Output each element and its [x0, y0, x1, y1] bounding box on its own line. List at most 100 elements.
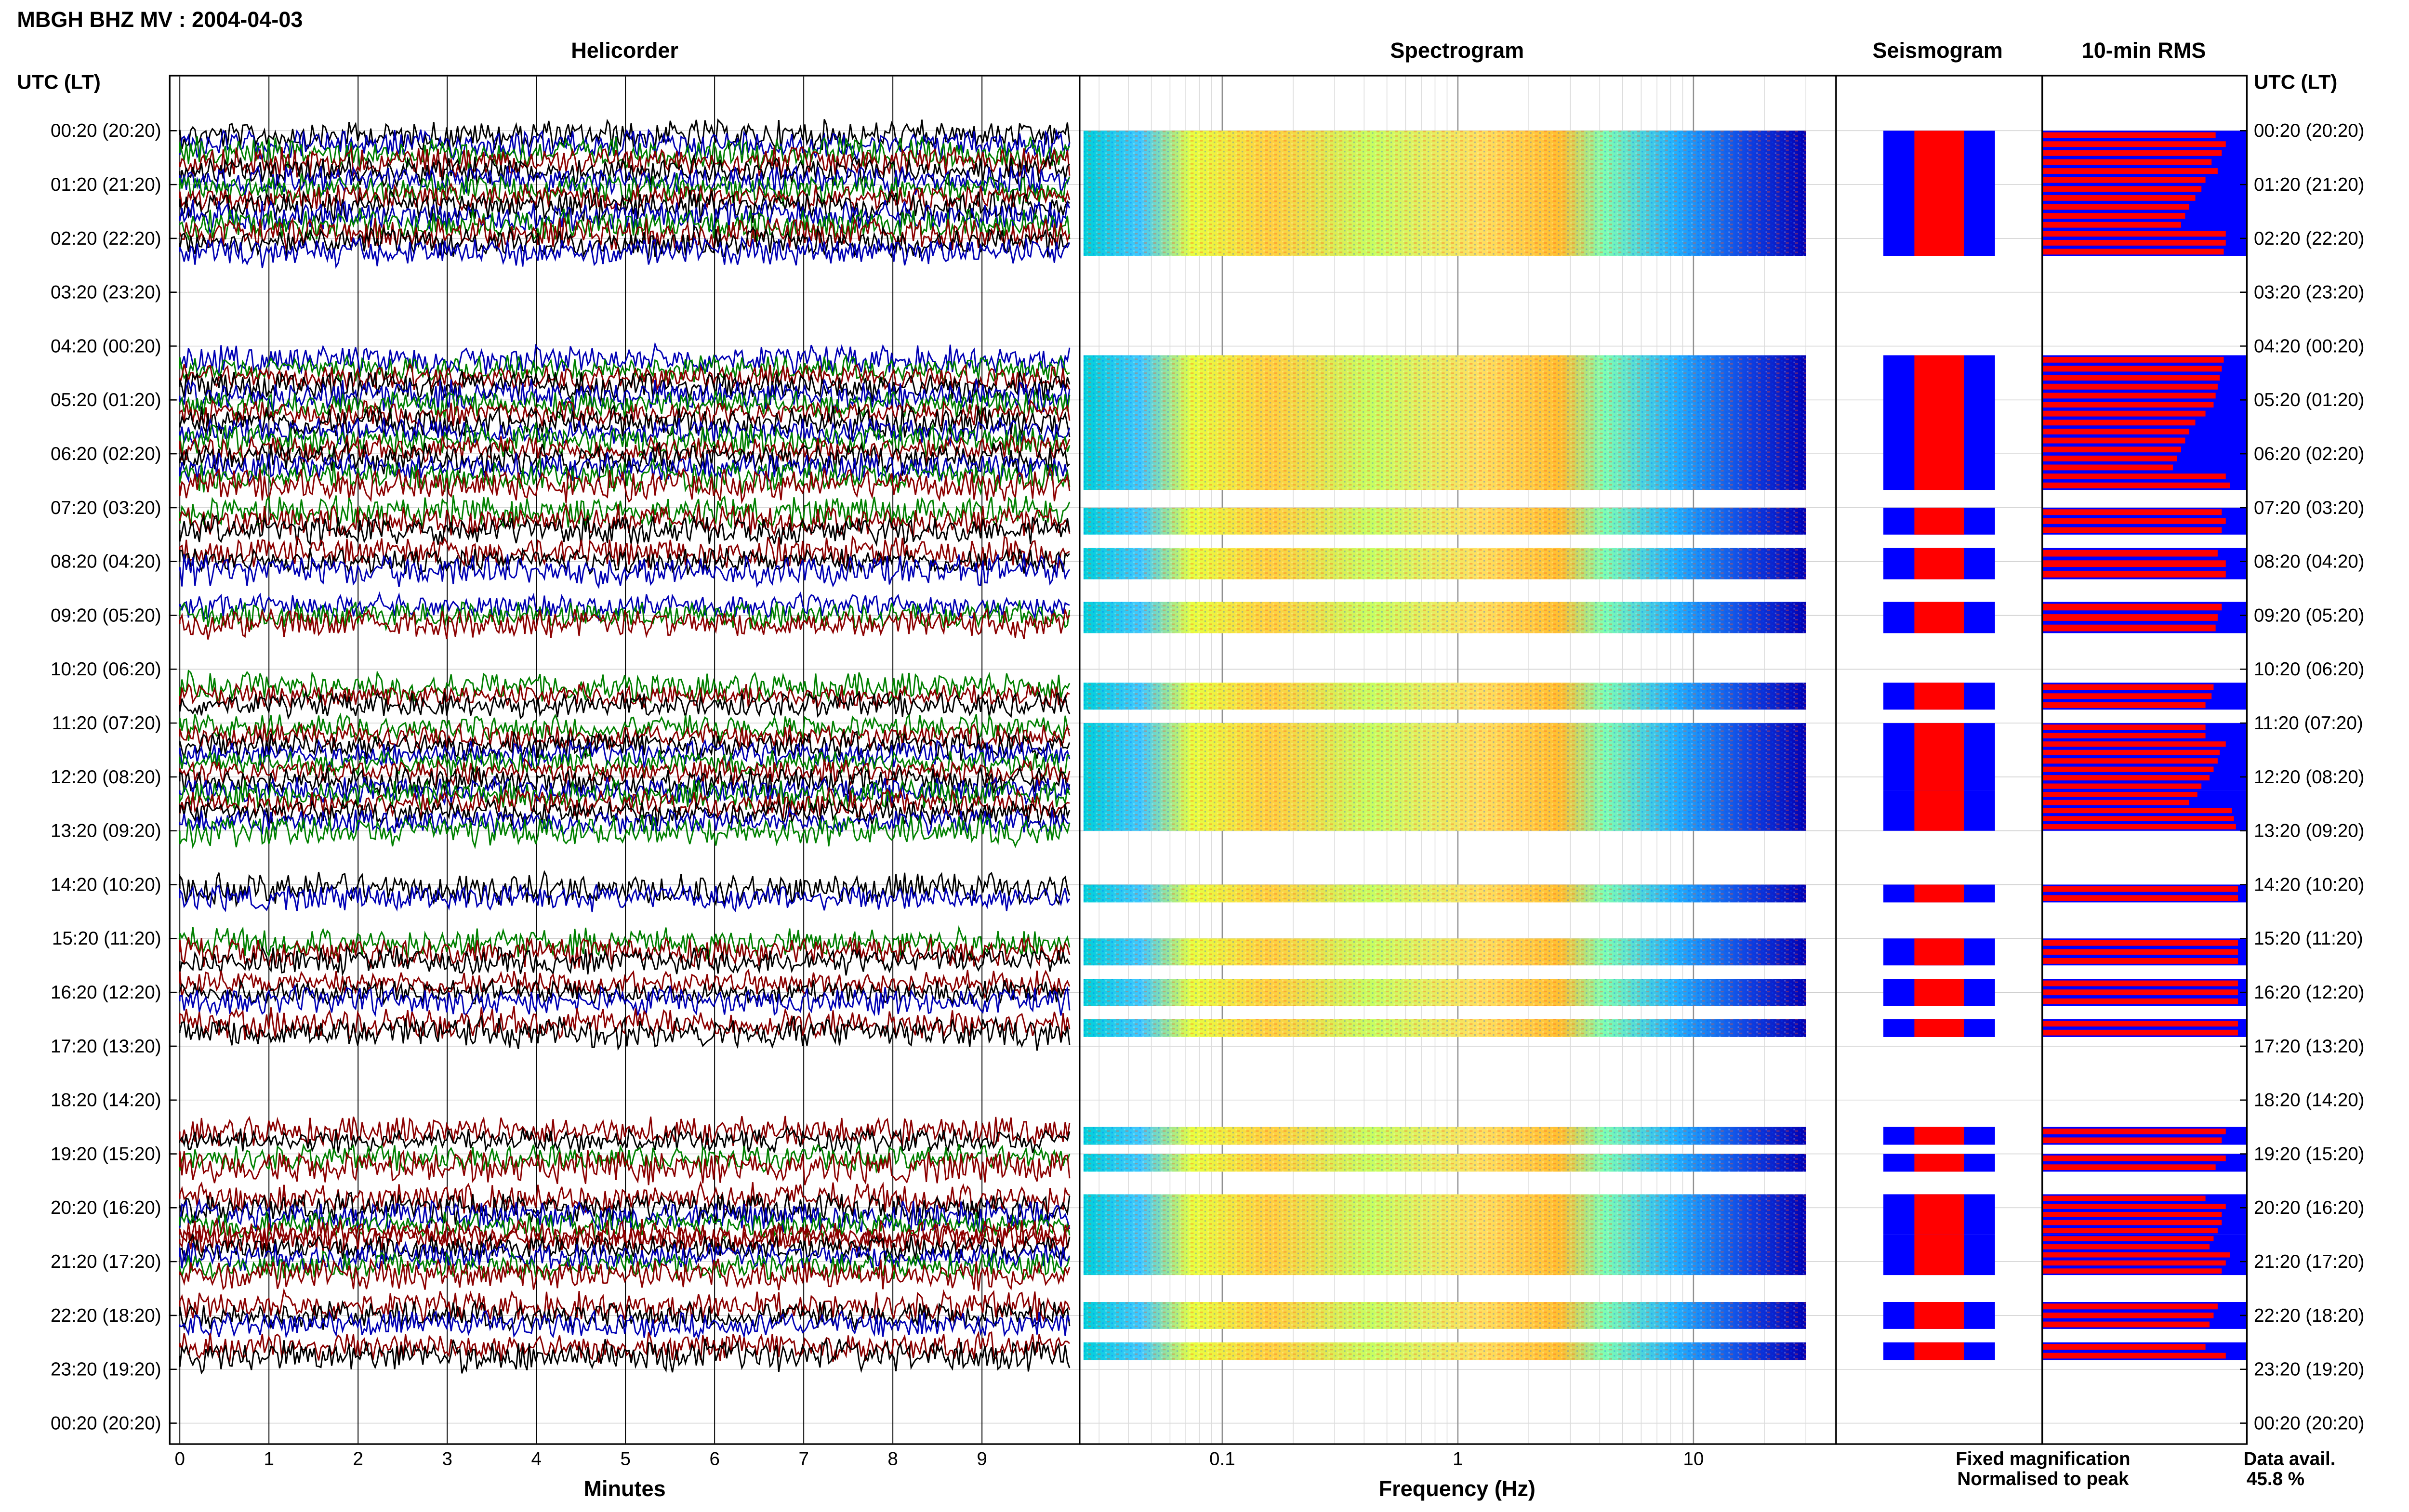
legend-normalised: Normalised to peak	[1957, 1469, 2129, 1489]
utc-header-left: UTC (LT)	[17, 70, 100, 93]
spectrogram-texture	[1083, 790, 1806, 831]
rms-bar	[2043, 375, 2220, 381]
time-label-left: 23:20 (19:20)	[51, 1359, 161, 1380]
helicorder-trace	[179, 495, 1071, 530]
rms-bar	[2043, 604, 2222, 611]
helicorder-trace	[179, 1330, 1070, 1363]
time-label-right: 23:20 (19:20)	[2254, 1359, 2365, 1380]
rms-bar	[2043, 693, 2212, 699]
time-label-left: 04:20 (00:20)	[51, 336, 161, 356]
helicorder-trace	[179, 983, 1071, 1017]
helicorder-trace	[179, 591, 1070, 622]
rms-bar	[2043, 159, 2212, 165]
utc-header-right: UTC (LT)	[2254, 70, 2337, 93]
helicorder-trace	[179, 764, 1071, 799]
seismogram-normalised-envelope	[1914, 1342, 1964, 1360]
helicorder-trace	[179, 1288, 1071, 1325]
rms-frame	[2041, 75, 2248, 1445]
helicorder-trace	[179, 198, 1071, 235]
time-label-left: 01:20 (21:20)	[51, 174, 161, 195]
rms-bar	[2043, 1252, 2230, 1258]
helicorder-trace	[179, 969, 1071, 999]
rms-bar	[2043, 447, 2182, 453]
spectrogram-texture	[1083, 1127, 1806, 1145]
rms-bar	[2043, 724, 2206, 730]
rms-bar	[2043, 733, 2206, 738]
time-label-right: 09:20 (05:20)	[2254, 605, 2365, 626]
time-label-left: 16:20 (12:20)	[51, 982, 161, 1003]
helicorder-xlabel: Minutes	[584, 1476, 666, 1501]
helicorder-trace	[179, 457, 1071, 496]
data-avail-label: Data avail.	[2243, 1448, 2335, 1469]
spectrogram-texture	[1083, 131, 1806, 256]
helicorder-trace	[179, 787, 1070, 820]
time-label-right: 01:20 (21:20)	[2254, 174, 2365, 195]
seismogram-normalised-envelope	[1914, 938, 1964, 966]
rms-bar	[2043, 177, 2206, 183]
helicorder-trace	[179, 514, 1071, 547]
rms-bar	[2043, 1353, 2226, 1359]
rms-bar	[2043, 1260, 2226, 1266]
rms-bar	[2043, 186, 2202, 192]
helicorder-trace	[179, 1257, 1071, 1291]
seismogram-normalised-envelope	[1914, 1194, 1964, 1235]
rms-bar	[2043, 702, 2206, 708]
spectrogram-texture	[1083, 507, 1806, 535]
spectrogram-texture	[1083, 1302, 1806, 1329]
rms-bar	[2043, 1236, 2214, 1241]
seismogram-normalised-envelope	[1914, 979, 1964, 1006]
rms-bar	[2043, 1021, 2238, 1027]
time-label-left: 17:20 (13:20)	[51, 1036, 161, 1057]
rms-bar	[2043, 428, 2189, 434]
helicorder-trace	[179, 945, 1071, 977]
rms-bar	[2043, 980, 2238, 986]
time-label-right: 15:20 (11:20)	[2254, 928, 2363, 949]
rms-bar	[2043, 473, 2226, 480]
rms-bar	[2043, 1137, 2222, 1144]
rms-bar	[2043, 624, 2216, 631]
rms-bar	[2043, 1211, 2222, 1217]
time-label-left: 00:20 (20:20)	[51, 120, 161, 141]
seismogram-normalised-envelope	[1914, 884, 1964, 903]
time-label-left: 06:20 (02:20)	[51, 444, 161, 464]
spectrogram-texture	[1083, 1235, 1806, 1275]
time-label-right: 22:20 (18:20)	[2254, 1305, 2365, 1326]
spectrogram-texture	[1083, 355, 1806, 490]
seismogram-normalised-envelope	[1914, 1235, 1964, 1275]
panel-frames	[169, 75, 2248, 1445]
helicorder-trace	[179, 1116, 1071, 1148]
time-label-left: 14:20 (10:20)	[51, 874, 161, 895]
figure-title: MBGH BHZ MV : 2004-04-03	[17, 7, 303, 32]
seismogram-normalised-envelope	[1914, 1154, 1964, 1172]
helicorder-trace	[179, 165, 1071, 196]
spectrogram-texture	[1083, 1342, 1806, 1360]
helicorder-tick-label: 9	[977, 1448, 987, 1469]
rms-bar	[2043, 239, 2226, 246]
rms-bar	[2043, 550, 2218, 557]
rms-bar	[2043, 1268, 2222, 1274]
rms-bar	[2043, 1321, 2210, 1328]
helicorder-tick-label: 8	[887, 1448, 898, 1469]
rms-bar	[2043, 1312, 2214, 1318]
helicorder-trace	[179, 547, 1071, 576]
seismogram-normalised-envelope	[1914, 602, 1964, 633]
spectrogram-title: Spectrogram	[1390, 38, 1524, 63]
rms-bar	[2043, 1220, 2222, 1225]
rms-bar	[2043, 940, 2238, 946]
time-label-right: 06:20 (02:20)	[2254, 444, 2365, 464]
helicorder-trace	[179, 813, 1071, 850]
rms-bar	[2043, 800, 2189, 805]
time-label-right: 10:20 (06:20)	[2254, 659, 2365, 680]
rms-bar	[2043, 775, 2210, 781]
time-label-left: 10:20 (06:20)	[51, 659, 161, 680]
time-label-left: 21:20 (17:20)	[51, 1251, 161, 1272]
helicorder-panel	[179, 76, 1071, 1444]
rms-bar	[2043, 420, 2196, 426]
helicorder-trace	[179, 342, 1071, 377]
helicorder-trace	[179, 607, 1071, 640]
rms-bar	[2043, 958, 2238, 964]
rms-bar	[2043, 509, 2222, 515]
helicorder-trace	[179, 669, 1071, 705]
helicorder-tick-label: 2	[353, 1448, 363, 1469]
rms-bar	[2043, 1128, 2226, 1134]
